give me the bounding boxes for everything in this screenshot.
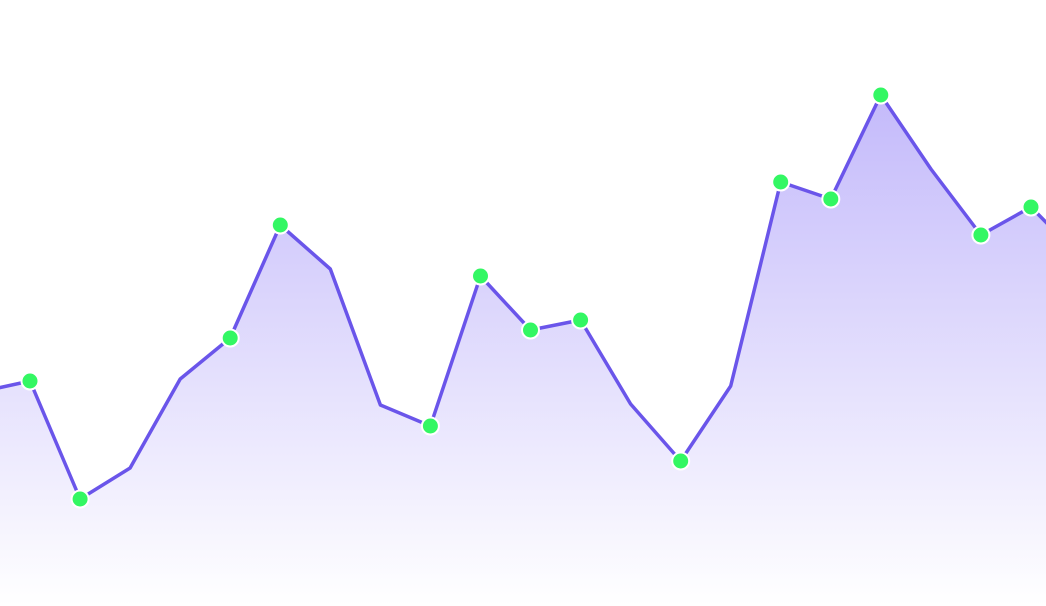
data-point-marker[interactable] [70, 489, 90, 509]
data-point-marker[interactable] [971, 225, 991, 245]
data-point-marker[interactable] [521, 320, 540, 340]
series-area [0, 95, 1046, 606]
area-layer [0, 95, 1046, 606]
data-point-marker[interactable] [270, 215, 290, 235]
data-point-marker[interactable] [1021, 197, 1041, 217]
data-point-marker[interactable] [871, 85, 891, 105]
data-point-marker[interactable] [671, 451, 691, 471]
data-point-marker[interactable] [220, 328, 240, 348]
data-point-marker[interactable] [420, 416, 440, 436]
data-point-marker[interactable] [571, 310, 591, 330]
data-point-marker[interactable] [471, 266, 490, 286]
data-point-marker[interactable] [20, 371, 40, 391]
marker-layer [20, 85, 1041, 509]
data-point-marker[interactable] [771, 172, 791, 192]
data-point-marker[interactable] [821, 189, 841, 209]
